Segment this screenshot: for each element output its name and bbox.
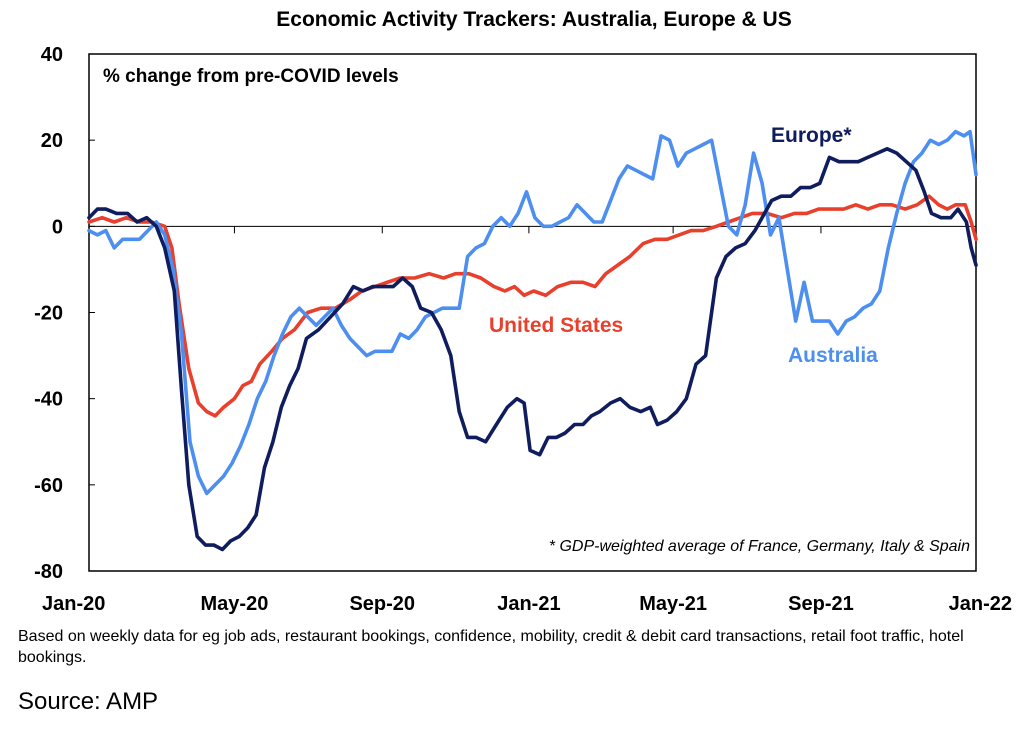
- series-line-australia: [87, 129, 978, 496]
- y-tick-label: -80: [34, 561, 63, 583]
- y-tick-label: 40: [41, 44, 63, 66]
- chart-title: Economic Activity Trackers: Australia, E…: [276, 8, 792, 31]
- y-tick-label: 0: [52, 216, 63, 238]
- y-tick-label: -40: [34, 389, 63, 411]
- x-tick-label: Jan-20: [42, 593, 105, 615]
- x-tick-label: Sep-20: [349, 593, 415, 615]
- series-label-australia: Australia: [788, 344, 878, 367]
- x-tick-label: Jan-21: [497, 593, 560, 615]
- x-tick-label: Jan-22: [949, 593, 1012, 615]
- x-tick-label: May-20: [201, 593, 269, 615]
- x-tick-label: May-21: [639, 593, 707, 615]
- series-line-europe: [87, 147, 978, 552]
- series-label-united-states: United States: [489, 314, 623, 337]
- x-tick-label: Sep-21: [788, 593, 854, 615]
- y-tick-label: -60: [34, 475, 63, 497]
- series-label-europe: Europe*: [771, 124, 852, 147]
- y-tick-label: -20: [34, 303, 63, 325]
- line-chart: 40 20 0 -20 -40 -60 -80 Jan-20 May-20 Sep-20 Jan-…: [34, 44, 1012, 615]
- chart-inner-label: % change from pre-COVID levels: [103, 66, 399, 87]
- y-tick-label: 20: [41, 130, 63, 152]
- chart-source: Source: AMP: [18, 688, 159, 715]
- chart-note: Based on weekly data for eg job ads, res…: [18, 628, 964, 666]
- series-line-united-states: [87, 194, 978, 418]
- chart-footnote: * GDP-weighted average of France, German…: [549, 538, 970, 555]
